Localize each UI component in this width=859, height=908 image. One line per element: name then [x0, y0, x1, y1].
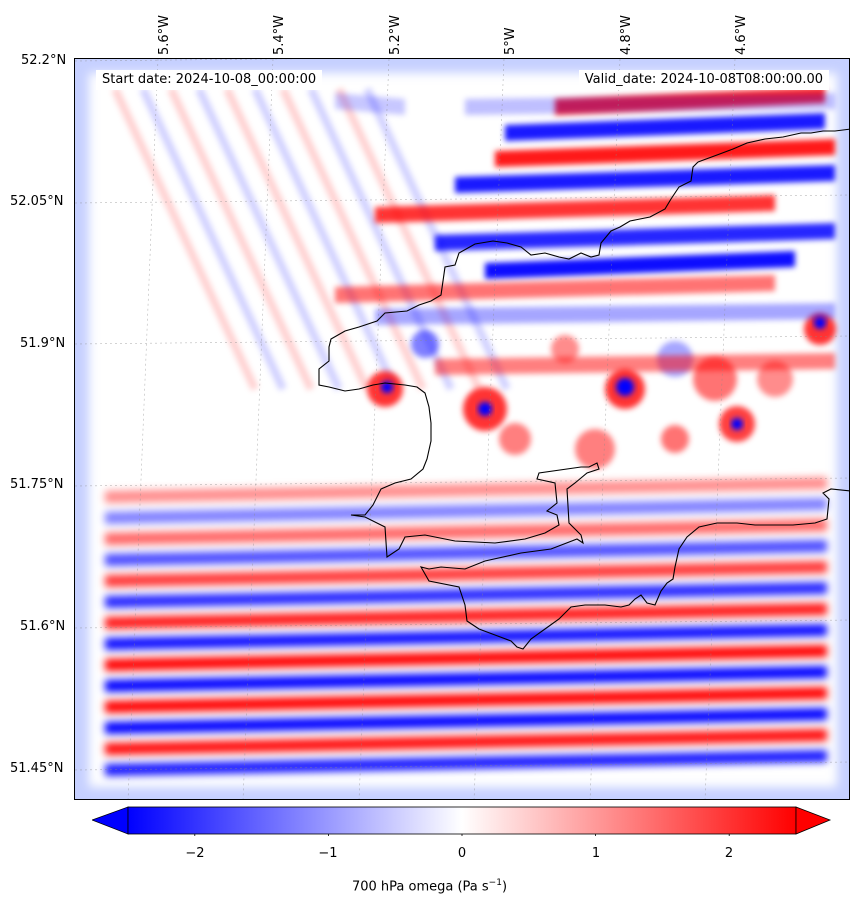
ripple	[251, 87, 399, 391]
ne-band	[435, 223, 835, 251]
lon-label-5-6: 5.6°W	[157, 14, 172, 55]
wave-band	[105, 477, 827, 503]
cell	[731, 418, 743, 430]
mid-band	[435, 353, 835, 375]
northwest-ripples	[111, 87, 511, 391]
lon-label-4-6: 4.6°W	[734, 14, 749, 55]
ripple	[139, 87, 287, 391]
colorbar-label: 700 hPa omega (Pa s−1)	[0, 878, 859, 894]
colorbar-label-text: 700 hPa omega (Pa s	[351, 879, 489, 895]
cell	[575, 429, 615, 469]
ne-band	[455, 165, 835, 193]
colorbar-ticks	[194, 834, 730, 836]
wave-band	[105, 624, 827, 650]
colorbar-label-exponent: −1	[488, 878, 502, 888]
colorbar-extend-max	[795, 806, 832, 835]
lon-label-4-8: 4.8°W	[619, 14, 634, 55]
lon-gridline	[242, 59, 274, 799]
lat-label-51-6: 51.6°N	[20, 619, 66, 634]
lon-gridline	[589, 59, 621, 799]
start-date-label: Start date: 2024-10-08_00:00:00	[96, 70, 323, 90]
cell	[499, 423, 531, 455]
ne-band	[505, 113, 825, 141]
southern-wave-bands	[105, 477, 827, 776]
cell	[551, 335, 579, 363]
lon-label-5: 5°W	[503, 27, 518, 55]
cell	[478, 402, 492, 416]
edge-tint	[75, 59, 849, 799]
colorbar-label-close: )	[501, 879, 508, 895]
wave-band	[105, 645, 827, 671]
lat-label-52-2: 52.2°N	[21, 53, 67, 68]
colorbar-tick-neg2: −2	[185, 846, 205, 861]
lat-gridline	[75, 619, 849, 629]
wave-band	[105, 708, 827, 734]
lat-label-51-9: 51.9°N	[20, 336, 66, 351]
map-panel: Start date: 2024-10-08_00:00:00 Valid_da…	[74, 58, 850, 800]
colorbar-tick-neg1: −1	[318, 846, 338, 861]
cell	[616, 378, 634, 396]
colorbar-tick-0: 0	[457, 846, 467, 861]
wave-band	[105, 582, 827, 608]
gridlines	[75, 59, 849, 799]
ne-band	[495, 139, 835, 167]
lat-gridline	[75, 761, 849, 771]
mid-band	[465, 93, 835, 115]
lon-gridline	[127, 59, 159, 799]
lat-gridline	[75, 477, 849, 487]
lat-label-51-45: 51.45°N	[10, 761, 64, 776]
northeast-bands	[335, 87, 835, 303]
wave-band	[105, 750, 827, 776]
omega-field	[75, 59, 849, 799]
ne-band	[335, 275, 775, 303]
colorbar-tick-2: 2	[724, 846, 734, 861]
ripple	[167, 87, 315, 391]
cell	[814, 317, 826, 329]
ripple	[195, 87, 343, 391]
mid-band	[335, 93, 405, 115]
ripple	[223, 87, 371, 391]
wave-band	[105, 498, 827, 524]
colorbar	[92, 806, 832, 836]
lon-label-5-2: 5.2°W	[388, 14, 403, 55]
lon-gridline	[358, 59, 390, 799]
lat-gridline	[75, 194, 849, 204]
lon-label-5-4: 5.4°W	[272, 14, 287, 55]
ne-band	[485, 251, 795, 279]
ripple	[335, 87, 483, 391]
lon-gridline	[704, 59, 736, 799]
colorbar-gradient	[127, 806, 797, 835]
lon-gridline	[473, 59, 505, 799]
wave-band	[105, 666, 827, 692]
cell	[661, 425, 689, 453]
wave-band	[105, 519, 827, 545]
ripple	[111, 87, 259, 391]
colorbar-tick-1: 1	[591, 846, 601, 861]
mid-band	[375, 303, 835, 325]
central-bands	[335, 93, 835, 375]
ne-band	[375, 195, 775, 223]
coastline	[318, 128, 849, 650]
wave-band	[105, 561, 827, 587]
colorbar-extend-min	[92, 806, 129, 835]
lat-label-52-05: 52.05°N	[10, 194, 64, 209]
lat-gridline	[75, 335, 849, 345]
ripple	[279, 87, 427, 391]
wave-band	[105, 729, 827, 755]
valid-date-label: Valid_date: 2024-10-08T08:00:00.00	[578, 70, 829, 90]
wave-band	[105, 540, 827, 566]
cell	[411, 330, 439, 358]
wave-band	[105, 687, 827, 713]
lat-label-51-75: 51.75°N	[10, 477, 64, 492]
omega-field-map	[75, 59, 849, 799]
